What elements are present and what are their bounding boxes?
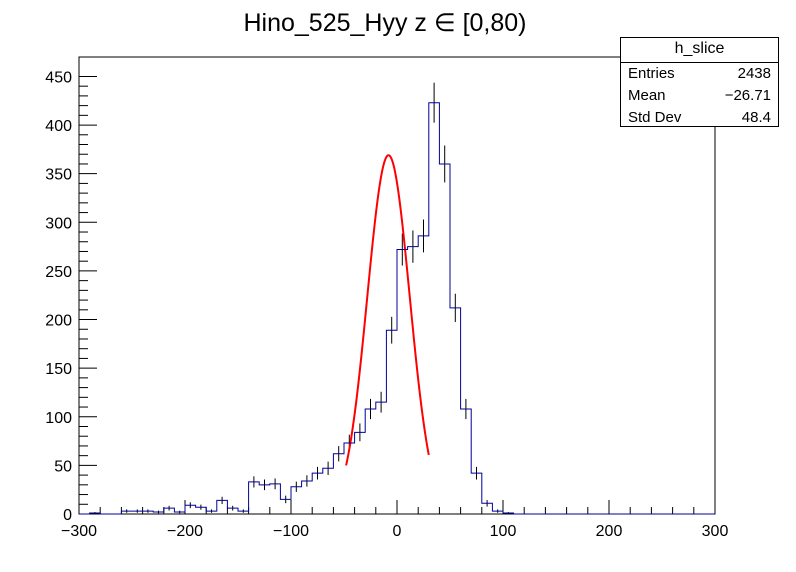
histogram-bin	[386, 330, 397, 514]
y-tick-label: 0	[63, 507, 72, 524]
stats-value: 48.4	[741, 109, 771, 126]
x-tick-label: 300	[702, 523, 729, 540]
histogram-bin	[439, 164, 450, 514]
histogram-bin	[376, 402, 387, 514]
stats-value: 2438	[737, 65, 771, 82]
histogram-bin	[429, 103, 440, 514]
stats-label: Mean	[628, 87, 666, 104]
y-tick-label: 100	[45, 410, 72, 427]
histogram-bin	[333, 454, 344, 514]
x-tick-label: −100	[273, 523, 309, 540]
stats-row-mean: Mean −26.71	[621, 85, 778, 107]
x-axis: −300 −200 −100 0 100 200 300	[61, 500, 728, 540]
stats-value: −26.71	[724, 87, 771, 104]
histogram-bin	[461, 409, 472, 514]
histogram-bin	[323, 468, 334, 514]
stats-title: h_slice	[621, 38, 778, 63]
x-tick-label: 100	[490, 523, 517, 540]
histogram-bin	[365, 409, 376, 514]
y-tick-label: 300	[45, 215, 72, 232]
x-tick-label: −300	[61, 523, 97, 540]
histogram-bin	[450, 308, 461, 514]
y-tick-label: 400	[45, 118, 72, 135]
y-axis: 0 50 100 150 200 250 300 350 400 450	[45, 69, 97, 524]
histogram-bin	[355, 432, 366, 514]
x-tick-label: 200	[596, 523, 623, 540]
stats-row-stddev: Std Dev 48.4	[621, 107, 778, 129]
gaussian-fit-curve	[345, 154, 430, 466]
y-tick-label: 50	[54, 458, 72, 475]
stats-box: h_slice Entries 2438 Mean −26.71 Std Dev…	[620, 37, 779, 127]
histogram-outline	[79, 102, 715, 515]
error-bars	[94, 82, 509, 514]
y-tick-label: 200	[45, 313, 72, 330]
y-tick-label: 350	[45, 167, 72, 184]
y-tick-label: 250	[45, 264, 72, 281]
y-tick-label: 450	[45, 69, 72, 86]
x-tick-label: 0	[393, 523, 402, 540]
y-tick-label: 150	[45, 361, 72, 378]
stats-row-entries: Entries 2438	[621, 63, 778, 85]
histogram-bin	[418, 236, 429, 514]
histogram-bin	[397, 250, 408, 514]
stats-label: Entries	[628, 65, 675, 82]
x-tick-label: −200	[167, 523, 203, 540]
stats-label: Std Dev	[628, 109, 682, 126]
chart-title: Hino_525_Hyy z ∈ [0,80)	[243, 9, 526, 37]
